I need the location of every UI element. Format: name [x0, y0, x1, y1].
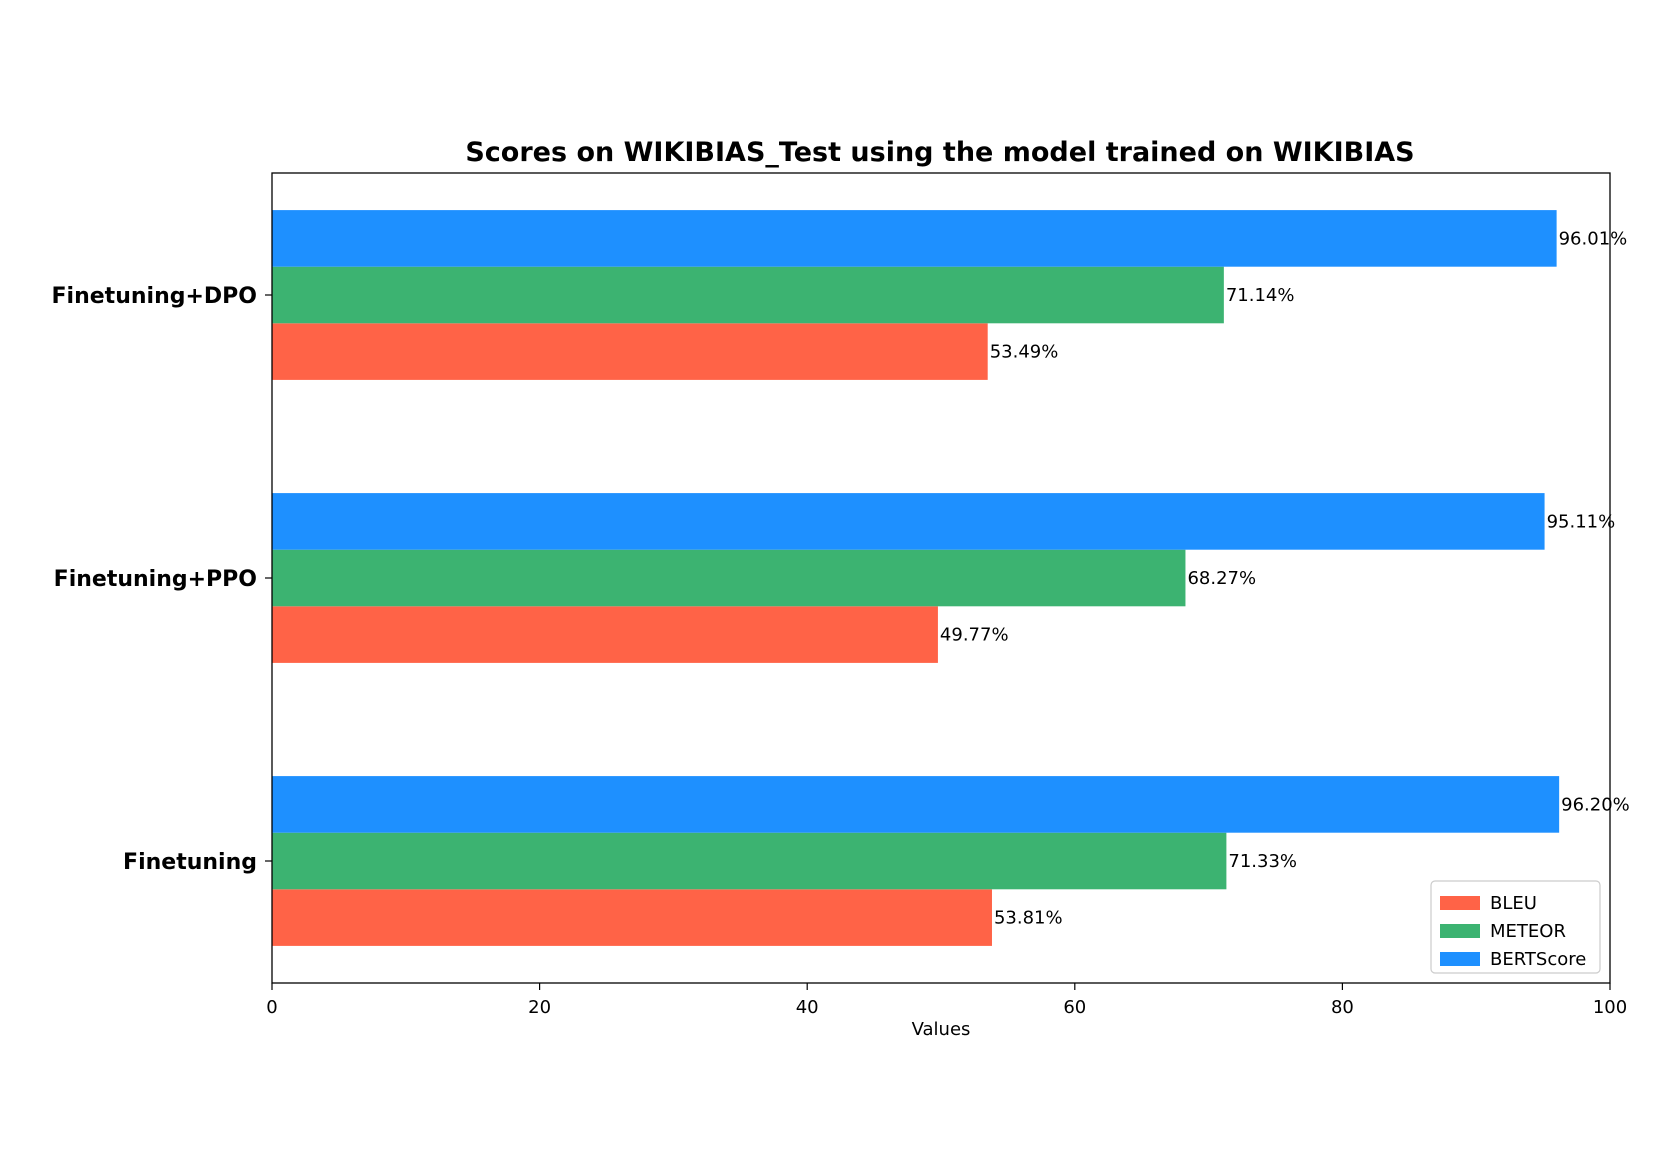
chart-title: Scores on WIKIBIAS_Test using the model …	[465, 137, 1414, 168]
data-label-meteor-finetuning-dpo: 71.14%	[1226, 285, 1295, 306]
x-tick-label: 20	[528, 997, 551, 1018]
bar-bleu-finetuning-dpo	[272, 323, 988, 380]
bar-bleu-finetuning-ppo	[272, 606, 938, 663]
data-label-meteor-finetuning: 71.33%	[1228, 851, 1297, 872]
data-label-bleu-finetuning-dpo: 53.49%	[990, 342, 1059, 363]
y-category-label: Finetuning	[123, 850, 257, 875]
bar-bertscore-finetuning-ppo	[272, 493, 1545, 550]
bar-meteor-finetuning-dpo	[272, 266, 1224, 324]
legend-label-bertscore: BERTScore	[1490, 949, 1586, 970]
x-tick-label: 40	[796, 997, 819, 1018]
x-tick-label: 60	[1063, 997, 1086, 1018]
data-label-bleu-finetuning-ppo: 49.77%	[940, 625, 1009, 646]
data-label-bleu-finetuning: 53.81%	[994, 908, 1063, 929]
bar-meteor-finetuning-ppo	[272, 549, 1186, 607]
bars-layer: 53.81% 71.33% 96.20% 49.77% 68.27% 95.11% 53.4…	[272, 210, 1630, 946]
x-axis: 0 20 40 60 80 100	[266, 983, 1627, 1018]
x-axis-label: Values	[912, 1019, 971, 1040]
data-label-bertscore-finetuning-dpo: 96.01%	[1559, 228, 1628, 249]
y-category-label: Finetuning+DPO	[52, 284, 257, 309]
data-label-meteor-finetuning-ppo: 68.27%	[1187, 568, 1256, 589]
bar-bertscore-finetuning	[272, 776, 1560, 833]
legend-swatch-bleu	[1440, 896, 1480, 910]
data-label-bertscore-finetuning: 96.20%	[1561, 794, 1630, 815]
legend-swatch-meteor	[1440, 924, 1480, 938]
x-tick-label: 80	[1331, 997, 1354, 1018]
data-label-bertscore-finetuning-ppo: 95.11%	[1547, 511, 1616, 532]
x-tick-label: 100	[1593, 997, 1627, 1018]
legend: BLEU METEOR BERTScore	[1430, 880, 1601, 974]
bar-bertscore-finetuning-dpo	[272, 210, 1557, 267]
legend-label-meteor: METEOR	[1490, 921, 1566, 942]
y-category-label: Finetuning+PPO	[54, 567, 257, 592]
x-tick-label: 0	[266, 997, 277, 1018]
legend-swatch-bertscore	[1440, 952, 1480, 966]
y-axis: Finetuning Finetuning+PPO Finetuning+DPO	[52, 284, 272, 875]
bar-meteor-finetuning	[272, 832, 1227, 890]
legend-label-bleu: BLEU	[1490, 893, 1537, 914]
bar-bleu-finetuning	[272, 889, 992, 946]
